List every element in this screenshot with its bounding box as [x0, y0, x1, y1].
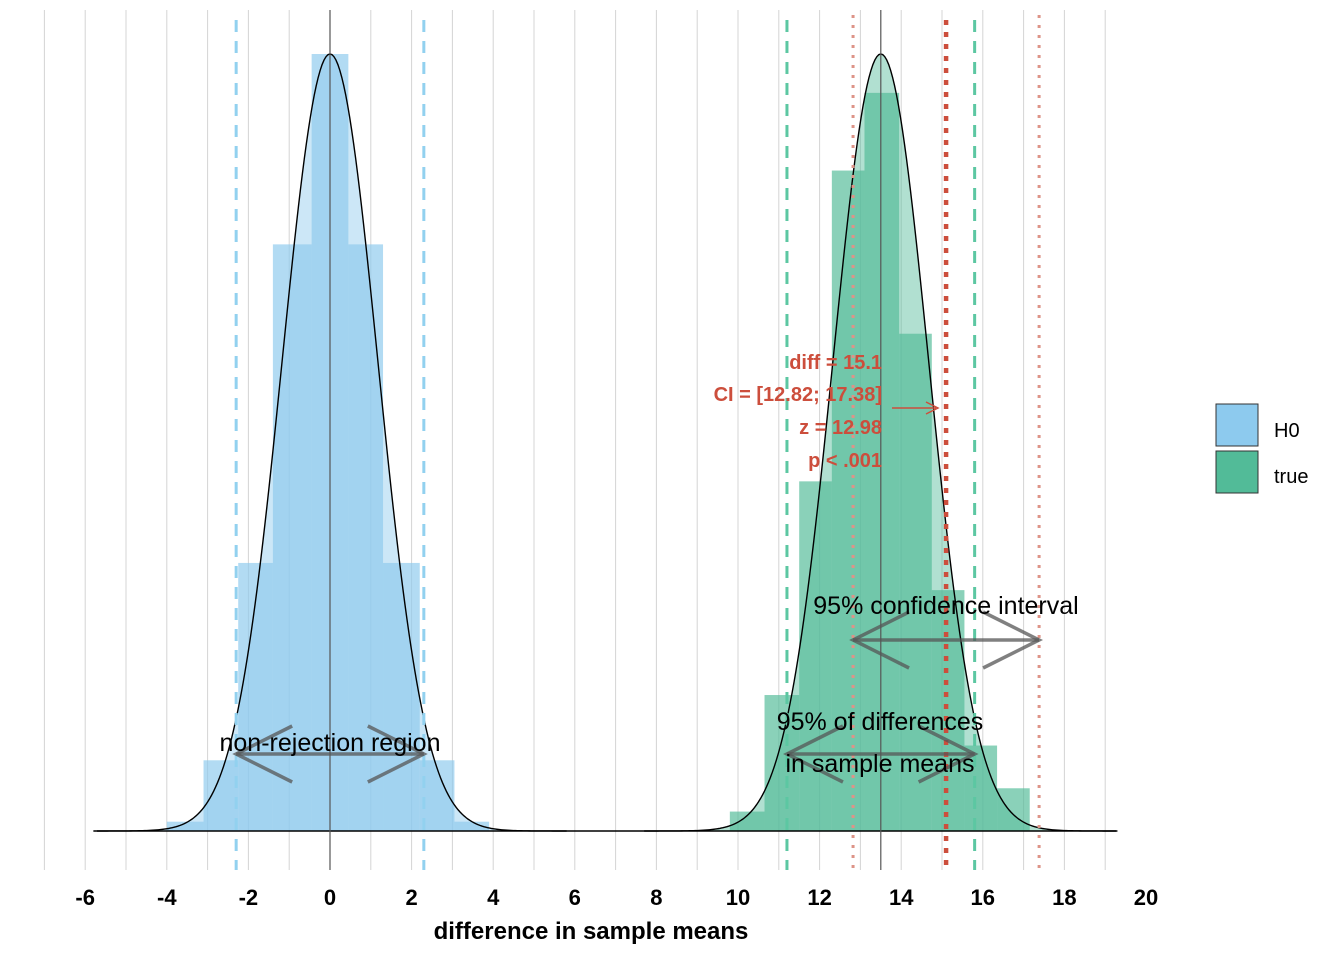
confidence-interval-arrow: [849, 610, 1044, 670]
legend-label-h0: H0: [1274, 420, 1300, 442]
x-tick-label: 18: [1052, 885, 1076, 910]
x-axis-title: difference in sample means: [434, 918, 749, 945]
x-tick-label: 12: [807, 885, 831, 910]
non-rejection-arrow-head-left: [232, 724, 293, 784]
bar-true: [964, 745, 998, 831]
sampling-range-label-line1: 95% of differences: [777, 708, 984, 736]
stat-p: p < .001: [808, 450, 882, 472]
stat-pointer-arrow: [892, 401, 940, 415]
x-tick-label: -2: [239, 885, 259, 910]
x-tick-label: 16: [971, 885, 995, 910]
x-tick-label: 20: [1134, 885, 1158, 910]
sampling-range-arrow-head-left: [783, 724, 844, 784]
sampling-range-arrow: [783, 724, 979, 784]
bar-h0: [383, 562, 420, 831]
bar-true: [729, 811, 765, 831]
bar-h0: [238, 562, 273, 831]
legend: H0 true: [1215, 403, 1308, 494]
stat-z: z = 12.98: [799, 417, 882, 439]
sampling-range-label-line2: in sample means: [786, 750, 975, 778]
x-tick-label: 4: [487, 885, 500, 910]
x-tick-label: 6: [569, 885, 581, 910]
bar-true: [997, 788, 1030, 831]
bar-true: [764, 695, 800, 831]
stat-ci: CI = [12.82; 17.38]: [714, 384, 882, 406]
non-rejection-arrow: [232, 724, 428, 784]
confidence-interval-arrow-head-right: [982, 610, 1044, 670]
legend-label-true: true: [1274, 466, 1308, 488]
test-statistics: diff = 15.1 CI = [12.82; 17.38] z = 12.9…: [714, 352, 940, 472]
bar-true: [899, 333, 932, 831]
x-tick-label: -6: [75, 885, 95, 910]
legend-key-h0: [1215, 403, 1259, 447]
x-axis: -6 -4 -2 0 2 4 6 8 10 12 14 16 18 20: [75, 885, 1158, 910]
x-tick-label: 2: [405, 885, 417, 910]
bar-h0: [454, 821, 490, 831]
non-rejection-region-label: non-rejection region: [220, 729, 441, 757]
x-tick-label: 0: [324, 885, 336, 910]
bar-h0: [348, 244, 384, 832]
confidence-interval-label: 95% confidence interval: [813, 592, 1078, 620]
x-tick-label: 10: [726, 885, 750, 910]
x-tick-label: -4: [157, 885, 177, 910]
x-tick-label: 14: [889, 885, 914, 910]
sampling-range-arrow-head-right: [917, 724, 979, 784]
bar-h0: [166, 821, 204, 831]
stat-diff: diff = 15.1: [789, 352, 882, 374]
legend-key-true: [1215, 450, 1259, 494]
non-rejection-arrow-head-right: [367, 724, 428, 784]
x-tick-label: 8: [650, 885, 662, 910]
bar-true: [864, 92, 900, 832]
annotation-labels: non-rejection region 95% confidence inte…: [220, 592, 1079, 778]
reference-lines: [234, 10, 1041, 870]
confidence-interval-arrow-head-left: [849, 610, 910, 670]
interval-arrows: [232, 610, 1044, 784]
bar-true: [831, 170, 865, 832]
